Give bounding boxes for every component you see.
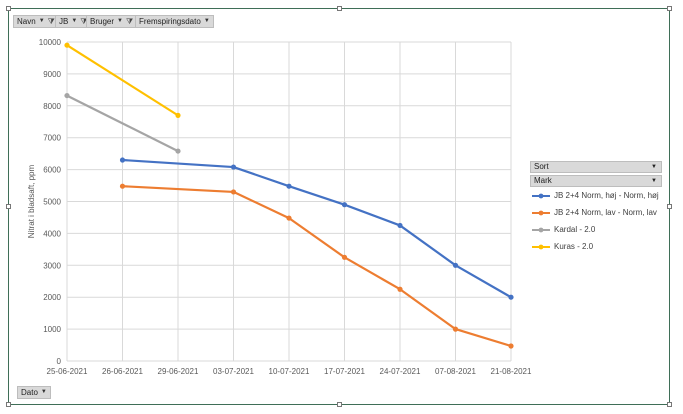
filter-label-bruger: Bruger: [90, 17, 115, 26]
data-point-series-0: [508, 294, 514, 300]
x-tick-label: 21-08-2021: [491, 367, 532, 376]
data-point-series-1: [230, 189, 237, 195]
filter-funnel-icon: ⧩: [125, 17, 134, 26]
filter-label-navn: Navn: [17, 17, 36, 26]
data-point-series-1: [341, 254, 348, 260]
dropdown-arrow-icon: ▼: [40, 389, 47, 395]
legend-field-label-sort: Sort: [534, 162, 549, 171]
resize-handle-middle-right[interactable]: [667, 204, 672, 209]
y-tick-label: 7000: [43, 134, 61, 143]
legend-field-button-sort[interactable]: Sort ▼: [530, 161, 662, 173]
data-point-series-1: [286, 215, 292, 221]
dropdown-arrow-icon: ▼: [38, 18, 45, 24]
data-point-series-1: [452, 326, 459, 332]
resize-handle-top-center[interactable]: [337, 6, 342, 11]
legend-item-label: Kardal - 2.0: [554, 225, 596, 234]
legend-item[interactable]: JB 2+4 Norm, høj - Norm, høj: [532, 191, 659, 200]
x-tick-label: 07-08-2021: [435, 367, 476, 376]
data-point-series-0: [397, 222, 403, 229]
filter-button-bruger[interactable]: Bruger ▼ ⧩: [86, 15, 138, 28]
x-tick-label: 03-07-2021: [213, 367, 254, 376]
data-point-series-3: [64, 42, 70, 48]
axis-field-button-dato[interactable]: Dato ▼: [17, 386, 51, 399]
y-tick-label: 1000: [43, 325, 61, 334]
x-tick-label: 26-06-2021: [102, 367, 143, 376]
x-tick-label: 29-06-2021: [158, 367, 199, 376]
y-tick-label: 4000: [43, 229, 61, 238]
dropdown-arrow-icon: ▼: [117, 18, 123, 24]
series-line-1: [122, 185, 512, 348]
dropdown-arrow-icon: ▼: [203, 18, 210, 24]
legend-item-label: JB 2+4 Norm, høj - Norm, høj: [554, 191, 659, 200]
resize-handle-top-right[interactable]: [667, 6, 672, 11]
y-axis-label: Nitrat i bladsaft, ppm: [27, 164, 36, 238]
resize-handle-top-left[interactable]: [6, 6, 11, 11]
y-tick-label: 8000: [43, 102, 61, 111]
legend-marker-icon: [532, 227, 550, 232]
y-tick-label: 3000: [43, 261, 61, 270]
legend-item[interactable]: Kuras - 2.0: [532, 242, 593, 251]
legend-item-label: JB 2+4 Norm, lav - Norm, lav: [554, 208, 657, 217]
legend-item[interactable]: JB 2+4 Norm, lav - Norm, lav: [532, 208, 657, 217]
x-tick-label: 10-07-2021: [269, 367, 310, 376]
y-tick-label: 9000: [43, 70, 61, 79]
series-line-3: [66, 44, 179, 117]
series-line-2: [66, 94, 179, 153]
data-point-series-1: [508, 343, 514, 349]
filter-label-jb: JB: [59, 17, 69, 26]
data-point-series-2: [64, 92, 70, 99]
filter-funnel-icon: ⧩: [47, 17, 55, 26]
legend-marker-icon: [532, 193, 550, 198]
filter-label-fremspiringsdato: Fremspiringsdato: [139, 17, 201, 26]
legend-field-label-mark: Mark: [534, 176, 552, 185]
legend-marker-icon: [532, 244, 550, 249]
resize-handle-bottom-left[interactable]: [6, 402, 11, 407]
data-point-series-1: [119, 183, 126, 189]
y-tick-label: 6000: [43, 166, 61, 175]
data-point-series-3: [175, 112, 181, 118]
y-tick-label: 0: [57, 357, 62, 366]
x-tick-label: 25-06-2021: [47, 367, 88, 376]
data-point-series-0: [230, 164, 237, 170]
filter-button-jb[interactable]: JB ▼ ⧩: [55, 15, 92, 28]
axis-field-label-dato: Dato: [21, 388, 38, 397]
legend-field-button-mark[interactable]: Mark ▼: [530, 175, 662, 187]
filter-button-navn[interactable]: Navn ▼ ⧩: [13, 15, 59, 28]
y-tick-label: 2000: [43, 293, 61, 302]
x-tick-label: 24-07-2021: [380, 367, 421, 376]
series-line-0: [122, 158, 512, 299]
data-point-series-1: [397, 286, 403, 292]
filter-button-fremspiringsdato[interactable]: Fremspiringsdato ▼: [135, 15, 214, 28]
y-tick-label: 10000: [39, 38, 62, 47]
dropdown-arrow-icon: ▼: [651, 164, 657, 170]
y-tick-label: 5000: [43, 198, 61, 207]
dropdown-arrow-icon: ▼: [651, 178, 657, 184]
data-point-series-2: [175, 148, 181, 154]
legend-item-label: Kuras - 2.0: [554, 242, 594, 251]
resize-handle-middle-left[interactable]: [6, 204, 11, 209]
resize-handle-bottom-center[interactable]: [337, 402, 342, 407]
dropdown-arrow-icon: ▼: [71, 18, 78, 24]
data-point-series-0: [119, 157, 126, 163]
x-tick-label: 17-07-2021: [324, 367, 365, 376]
filter-funnel-icon: ⧩: [80, 17, 88, 26]
legend-marker-icon: [532, 210, 550, 215]
data-point-series-0: [452, 262, 459, 268]
data-point-series-0: [286, 183, 292, 189]
data-point-series-0: [341, 202, 348, 208]
resize-handle-bottom-right[interactable]: [667, 402, 672, 407]
legend-item[interactable]: Kardal - 2.0: [532, 225, 595, 234]
